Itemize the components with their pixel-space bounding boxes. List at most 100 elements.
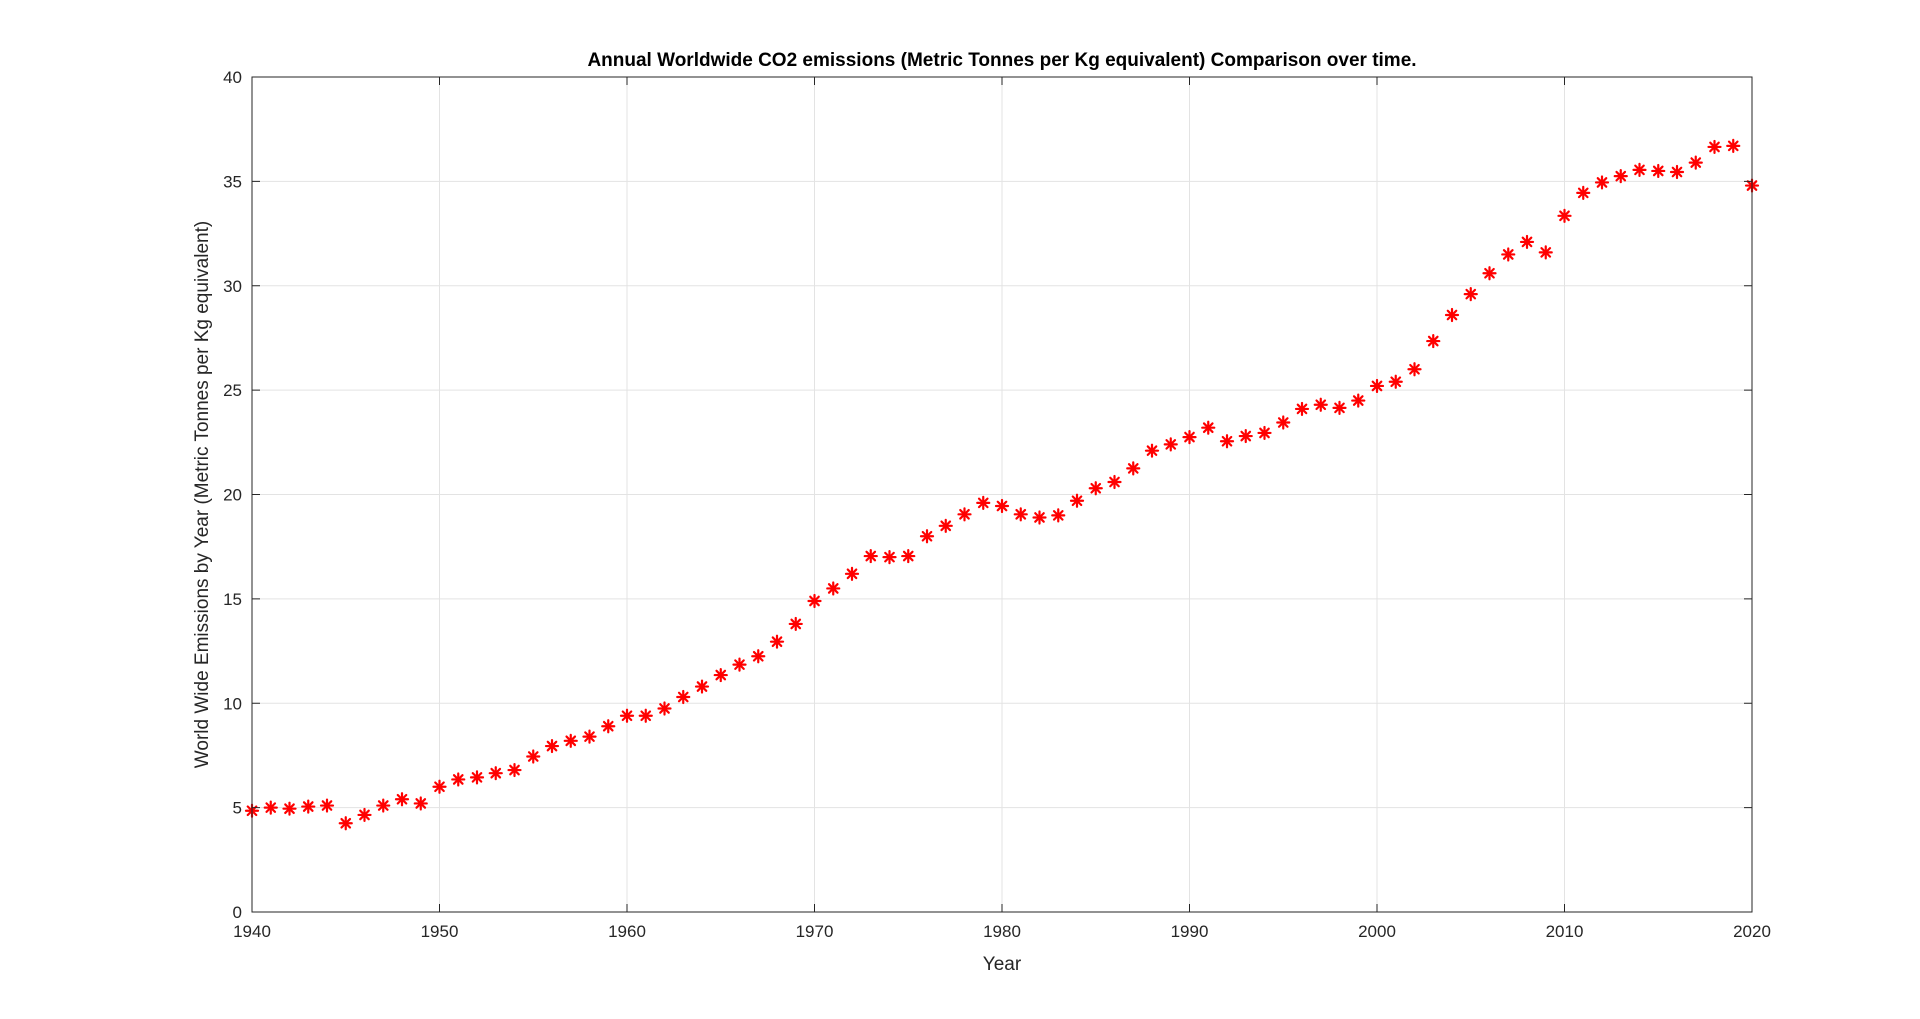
- y-tick-label: 0: [233, 903, 242, 922]
- data-point: [1388, 374, 1403, 389]
- data-point: [544, 738, 560, 754]
- data-point: [1332, 400, 1347, 415]
- data-point: [1557, 208, 1572, 223]
- x-tick-label: 1960: [608, 922, 646, 941]
- data-point: [1594, 175, 1610, 190]
- data-point: [1144, 443, 1160, 458]
- data-point: [563, 733, 578, 748]
- data-point: [957, 507, 972, 522]
- data-point: [713, 667, 728, 683]
- data-point: [788, 616, 803, 632]
- y-tick-label: 40: [223, 68, 242, 87]
- y-tick-label: 30: [223, 277, 242, 296]
- data-point: [1051, 508, 1066, 523]
- data-point: [863, 548, 878, 564]
- data-point: [882, 550, 897, 565]
- data-point: [619, 708, 635, 723]
- data-point: [826, 581, 841, 596]
- data-point: [1463, 287, 1478, 302]
- data-point: [694, 679, 710, 694]
- data-point: [1201, 420, 1216, 435]
- data-point: [1726, 138, 1741, 153]
- data-point: [1069, 493, 1085, 508]
- x-tick-label: 2020: [1733, 922, 1771, 941]
- data-point: [469, 770, 485, 785]
- data-point: [994, 498, 1010, 514]
- y-tick-label: 10: [223, 694, 242, 713]
- data-point: [807, 593, 822, 609]
- data-point: [844, 566, 860, 581]
- y-tick-label: 35: [223, 172, 242, 191]
- data-point: [488, 766, 503, 781]
- data-point: [507, 762, 522, 778]
- x-tick-label: 1950: [421, 922, 459, 941]
- grid: [252, 77, 1752, 912]
- data-point: [376, 798, 391, 813]
- data-point: [1257, 425, 1272, 441]
- data-point: [1182, 429, 1197, 445]
- data-point: [282, 801, 297, 816]
- data-point: [1088, 481, 1103, 496]
- data-point: [1688, 155, 1703, 170]
- data-point: [1707, 139, 1722, 155]
- data-point: [976, 495, 991, 510]
- y-tick-label: 5: [233, 799, 242, 818]
- data-point: [1313, 397, 1328, 412]
- data-point: [526, 749, 541, 764]
- data-points: [244, 138, 1760, 831]
- data-point: [1369, 378, 1385, 394]
- data-point: [319, 798, 335, 813]
- x-tick-label: 2010: [1546, 922, 1584, 941]
- x-axis-label: Year: [983, 954, 1022, 975]
- data-point: [1294, 401, 1310, 417]
- data-point: [601, 719, 616, 734]
- data-point: [1126, 461, 1141, 476]
- x-tick-label: 1940: [233, 922, 271, 941]
- x-tick-label: 1980: [983, 922, 1021, 941]
- data-point: [432, 779, 447, 794]
- x-tick-label: 2000: [1358, 922, 1396, 941]
- chart-title: Annual Worldwide CO2 emissions (Metric T…: [587, 50, 1416, 71]
- data-point: [1407, 362, 1422, 377]
- data-point: [657, 701, 672, 716]
- data-point: [357, 807, 372, 823]
- data-point: [769, 634, 785, 649]
- data-point: [1632, 162, 1647, 177]
- data-point: [1351, 393, 1366, 408]
- data-point: [263, 800, 278, 815]
- data-point: [938, 518, 953, 533]
- data-point: [1013, 507, 1028, 522]
- data-point: [901, 548, 916, 564]
- data-point: [638, 708, 653, 723]
- data-point: [1482, 266, 1497, 281]
- data-point: [394, 792, 410, 807]
- data-point: [676, 689, 691, 705]
- data-point: [301, 799, 316, 814]
- data-point: [1519, 234, 1535, 250]
- y-tick-label: 25: [223, 381, 242, 400]
- data-point: [1219, 434, 1235, 449]
- data-point: [919, 529, 935, 544]
- data-point: [1276, 415, 1291, 430]
- data-point: [1444, 307, 1460, 323]
- data-point: [413, 796, 428, 811]
- y-tick-label: 15: [223, 590, 242, 609]
- data-point: [1613, 169, 1628, 184]
- data-point: [1032, 510, 1047, 525]
- x-tick-label: 1990: [1171, 922, 1209, 941]
- data-point: [1238, 428, 1253, 444]
- axis-ticks: 1940 1950 1960 1970 1980 1990 2000 2010 2020 0 5 10…: [223, 68, 1771, 941]
- data-point: [1576, 185, 1591, 200]
- data-point: [451, 772, 466, 787]
- data-point: [1669, 164, 1685, 180]
- x-tick-label: 1970: [796, 922, 834, 941]
- data-point: [1426, 333, 1441, 349]
- data-point: [1107, 474, 1122, 490]
- data-point: [1163, 437, 1178, 452]
- data-point: [338, 816, 353, 831]
- data-point: [1651, 163, 1666, 179]
- data-point: [732, 657, 747, 672]
- data-point: [582, 729, 597, 744]
